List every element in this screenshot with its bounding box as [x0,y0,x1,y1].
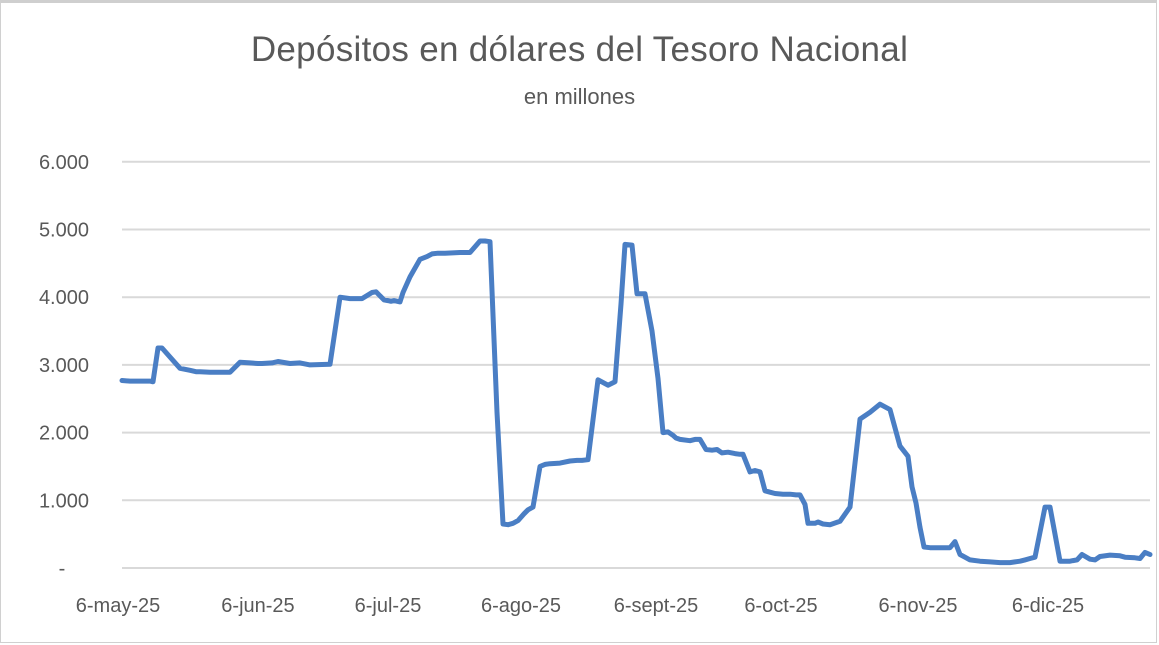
x-axis: 6-may-25 6-jun-25 6-jul-25 6-ago-25 6-sept-2… [76,595,1084,617]
y-tick-label: 5.000 [39,220,89,242]
x-tick-label: 6-sept-25 [614,595,699,617]
x-tick-label: 6-oct-25 [744,595,817,617]
y-tick-label: 2.000 [39,423,89,445]
x-tick-label: 6-jun-25 [221,595,294,617]
series-line [119,238,1153,566]
x-tick-label: 6-dic-25 [1012,595,1084,617]
chart-subtitle: en millones [523,84,636,109]
x-tick-label: 6-may-25 [76,595,160,617]
y-tick-label: 6.000 [39,152,89,174]
gridlines [122,160,1150,569]
y-axis: - 1.000 2.000 3.000 4.000 5.000 6.000 [39,152,89,580]
x-tick-label: 6-jul-25 [355,595,422,617]
y-tick-label: - [59,558,66,580]
y-tick-label: 1.000 [39,490,89,512]
x-tick-label: 6-ago-25 [481,595,561,617]
chart-title: Depósitos en dólares del Tesoro Nacional [250,30,909,69]
y-tick-label: 3.000 [39,355,89,377]
y-tick-label: 4.000 [39,287,89,309]
x-tick-label: 6-nov-25 [879,595,958,617]
